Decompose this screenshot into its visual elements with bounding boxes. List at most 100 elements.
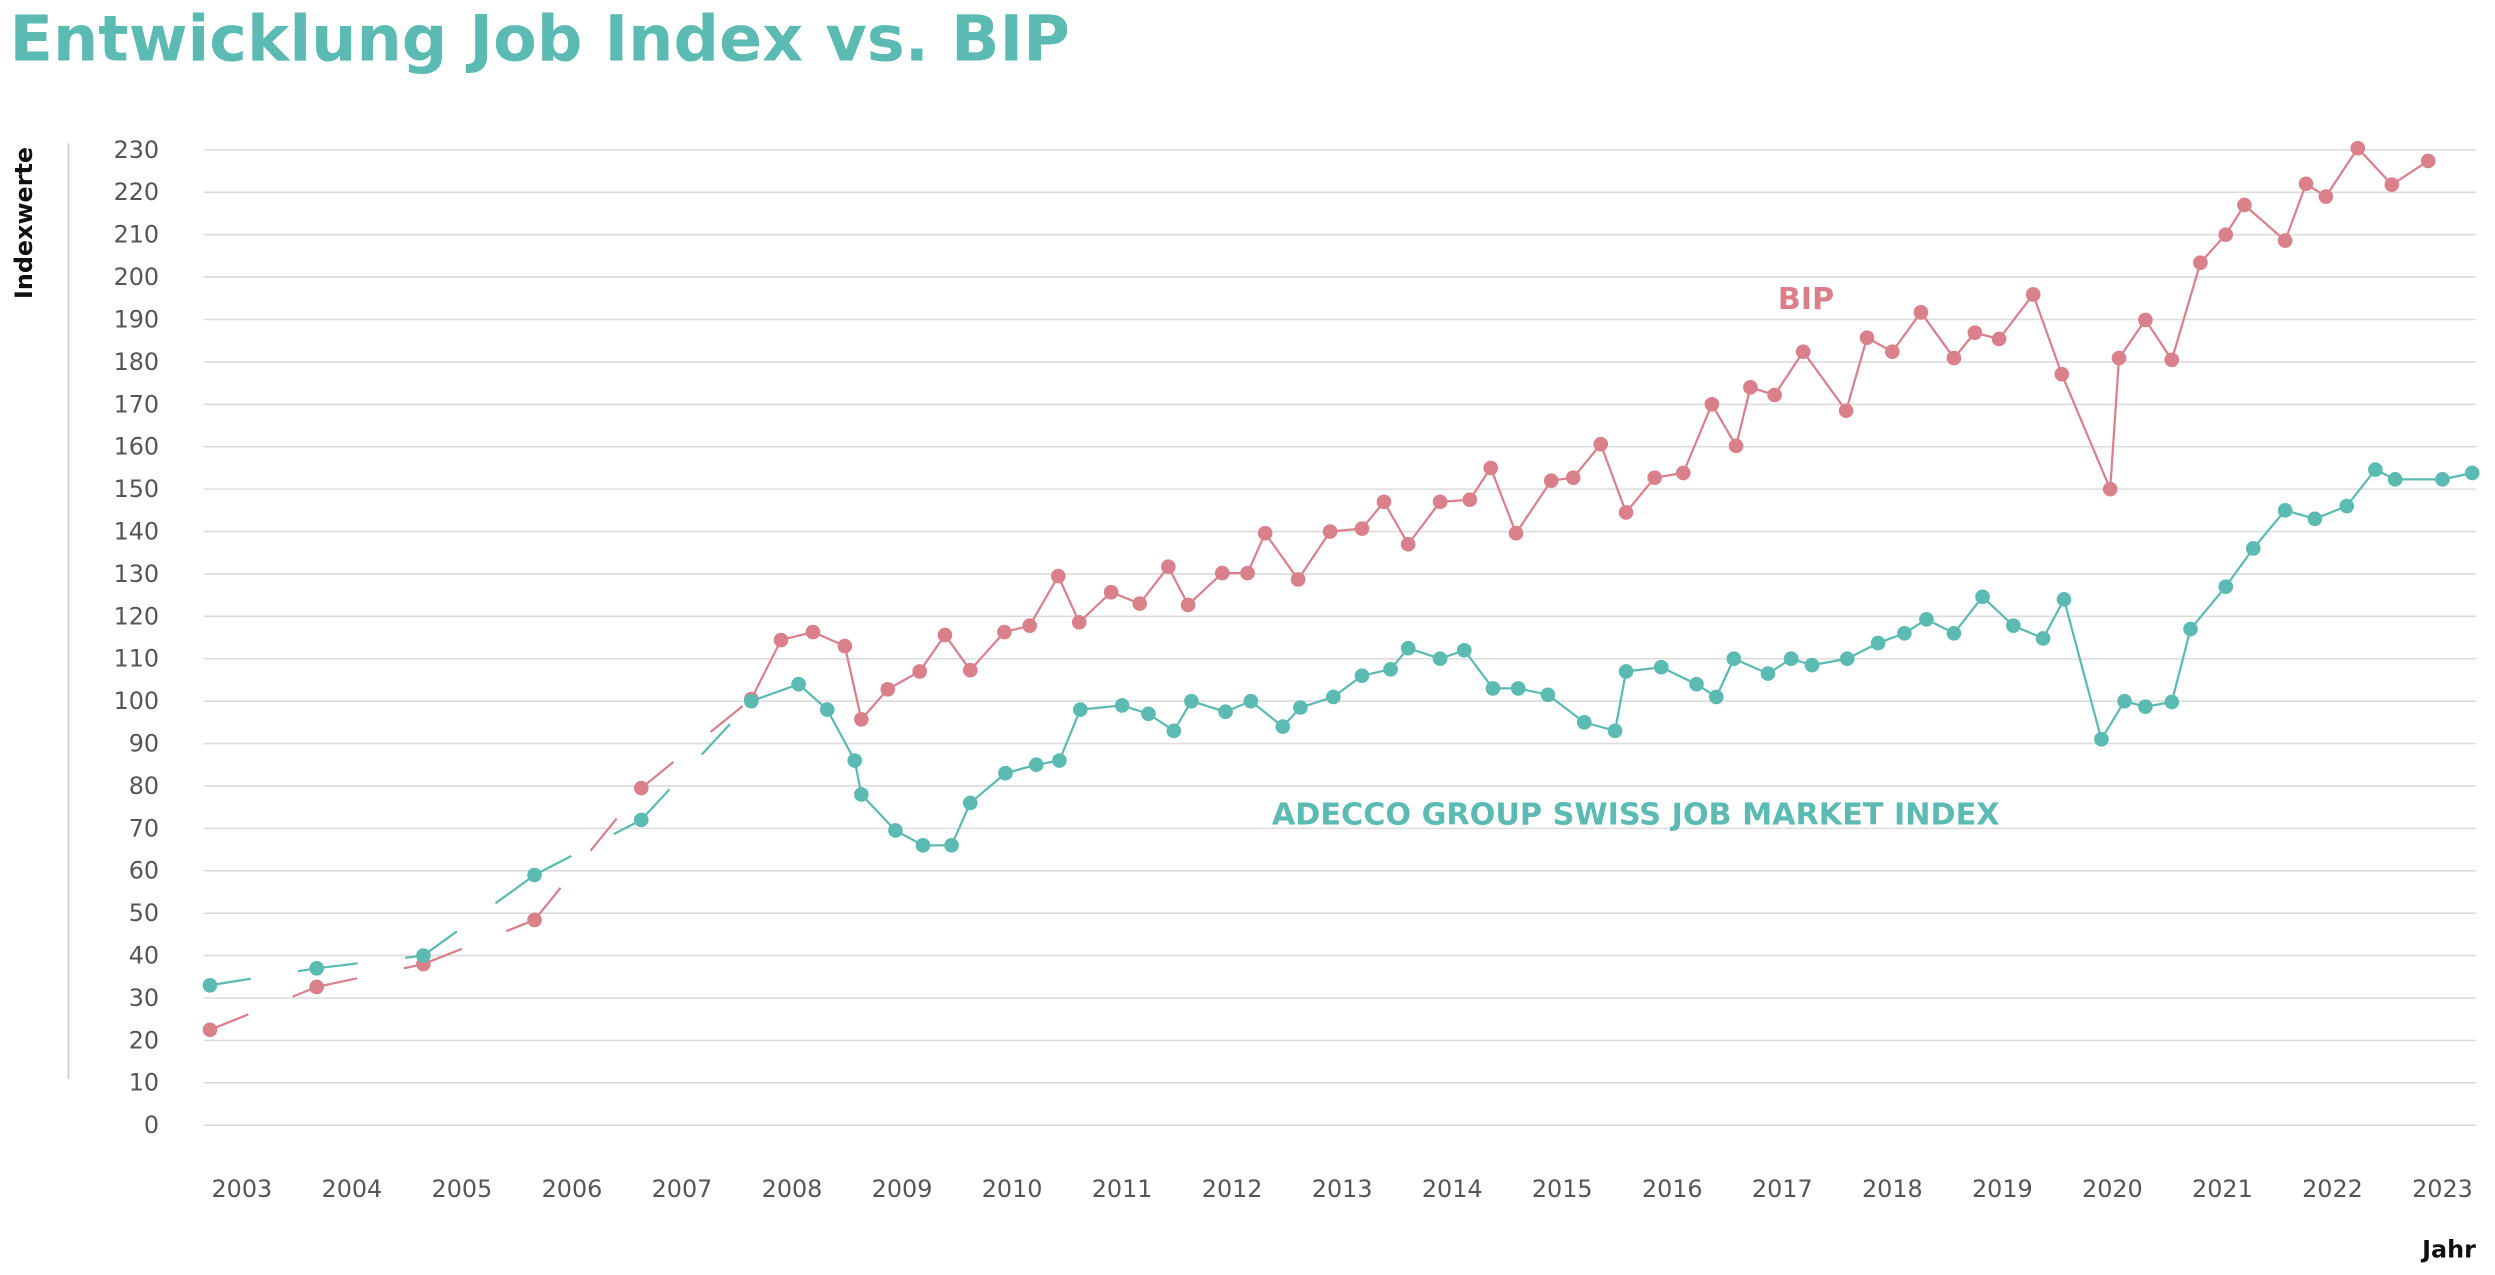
data-point [997,624,1012,640]
y-tick-label: 140 [114,517,160,545]
series-line-segment [316,954,424,970]
data-point [2368,462,2383,477]
data-point [915,838,931,853]
data-point [1322,524,1338,539]
y-tick-label: 210 [114,221,160,249]
x-tick-labels: 2003 2004 2005 2006 2007 2008 2009 2010 2011 2012… [211,1175,2472,1203]
data-point [1376,494,1392,510]
y-tick-label: 30 [129,984,159,1012]
data-point [1897,625,1912,641]
series-line-segment [2060,373,2112,490]
y-tick-label: 0 [144,1111,159,1139]
data-point [1354,521,1370,536]
data-point [1743,380,1758,395]
y-tick-label: 10 [129,1069,159,1097]
data-point [2164,694,2180,710]
y-tick-label: 180 [114,348,160,376]
data-point [2277,503,2293,518]
series-line-segment [2284,183,2308,242]
data-point [2464,465,2480,481]
series-line-segment [843,645,863,720]
data-point [2420,153,2436,169]
data-point [1975,589,1990,605]
series-line-segment [1920,311,1955,359]
series-line-segment [1735,387,1752,447]
data-point [1913,304,1929,320]
series-line-segment [1613,671,1628,732]
data-point [1456,642,1472,658]
series-line-segment [2324,147,2359,198]
data-point [819,702,835,717]
data-point [1804,657,1820,673]
series-line-segment [750,683,799,703]
series-line-segment [2252,509,2287,550]
data-point [1704,396,1720,412]
data-point [1400,536,1416,552]
data-point [2111,350,2127,366]
data-point [2117,693,2132,709]
data-point [1726,651,1742,667]
data-point [1214,565,1230,581]
x-tick-label: 2006 [542,1175,603,1203]
data-point [1991,331,2007,347]
series-line-segment [1489,467,1518,534]
gridlines [203,149,2476,1126]
series-label-bip: BIP [1778,282,1834,317]
y-tick-label: 150 [114,475,160,503]
series-line-segment [1998,293,2035,340]
series-line-segment [2170,628,2192,703]
data-point [1607,723,1623,739]
data-point [1543,473,1559,488]
data-point [1383,662,1398,677]
series-line-segment [1138,566,1170,605]
data-point [1859,330,1875,346]
y-tick-label: 50 [129,899,159,927]
data-point [309,979,325,995]
data-point [2183,621,2198,637]
data-point [202,977,218,993]
series-line-segment [1953,596,1984,634]
data-point [1114,698,1130,713]
data-point [2307,511,2323,527]
data-point [1161,559,1176,575]
data-point [1576,715,1592,730]
data-point [1540,687,1556,703]
data-point [1103,584,1119,600]
series-label-job-index: ADECCO GROUP SWISS JOB MARKET INDEX [1272,797,2000,832]
data-point [1708,689,1724,705]
series-line-segment [422,874,536,957]
series-line-segment [1773,351,1805,396]
series-line-segment [2144,319,2173,361]
x-tick-label: 2005 [432,1175,493,1203]
series-line-segment [423,918,535,966]
series-line-segment [1891,311,1922,353]
series-line-segment [2224,547,2255,588]
data-point [1767,387,1782,403]
y-tick-label: 160 [114,433,160,461]
data-point [527,867,542,883]
data-point [1028,757,1044,773]
data-point [2298,176,2314,192]
data-point [1432,494,1448,510]
series-group [202,140,2480,1038]
series-line-segment [2170,262,2202,361]
data-point [1243,693,1259,709]
data-point [1510,681,1526,696]
data-point [309,960,325,976]
data-point [2025,287,2041,302]
series-line-segment [1383,501,1410,545]
x-tick-label: 2017 [1752,1175,1813,1203]
data-point [944,838,959,853]
x-axis-label: Jahr [2420,1235,2476,1263]
data-point [633,812,649,828]
data-point [2387,472,2403,487]
series-line-segment [1802,351,1848,412]
y-tick-label: 70 [129,814,159,842]
data-point [1166,723,1182,739]
data-point [1293,700,1308,715]
chart-title: Entwicklung Job Index vs. BIP [10,3,1070,77]
data-point [847,753,863,768]
data-point [2350,140,2366,156]
series-line-segment [826,709,856,762]
series-line-segment [534,818,642,876]
